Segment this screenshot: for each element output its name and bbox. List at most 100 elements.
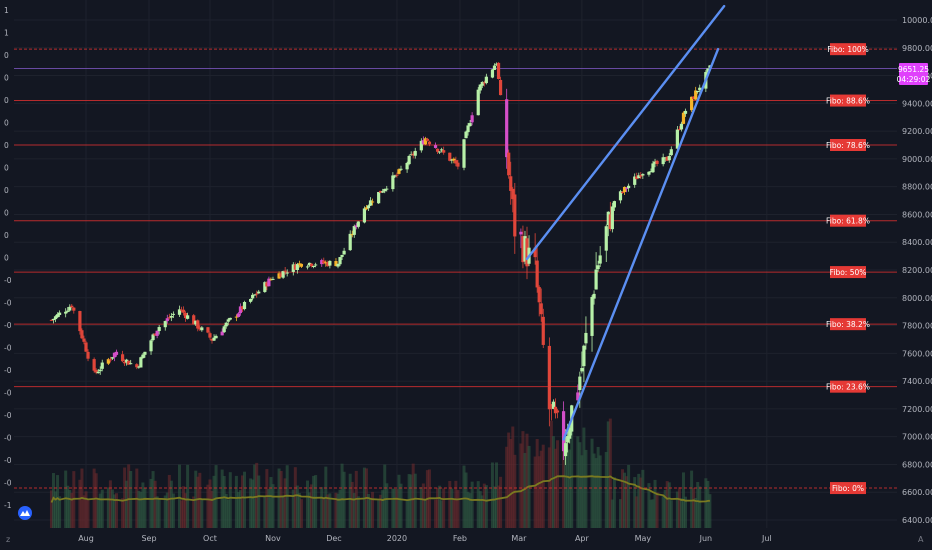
candle — [326, 262, 330, 267]
candle — [309, 263, 314, 267]
volume-bar — [505, 446, 509, 528]
time-axis[interactable]: Aug Sep Oct Nov Dec 2020 Feb Mar Apr May Jun Jul — [78, 534, 771, 543]
x-tick-label: Nov — [265, 534, 281, 543]
candle — [464, 131, 468, 139]
candle — [448, 152, 452, 161]
fibo-label: Fibo: 23.6% — [826, 383, 870, 392]
candle — [533, 247, 537, 258]
candle — [507, 152, 511, 176]
volume-bar — [555, 440, 559, 528]
candle — [305, 266, 310, 268]
candle — [655, 160, 659, 164]
left-axis-label: 0 — [4, 51, 9, 60]
price-tag-bg — [899, 63, 928, 85]
volume-bar — [141, 482, 145, 528]
trendline[interactable] — [525, 4, 726, 261]
candle — [251, 294, 255, 299]
candle — [165, 318, 169, 322]
volume-bar — [655, 492, 659, 528]
x-tick-label: Aug — [78, 534, 94, 543]
candle — [55, 314, 60, 318]
volume-bar — [436, 487, 440, 528]
volume-bar — [391, 488, 395, 528]
candle — [322, 260, 326, 264]
volume-bar — [255, 462, 259, 528]
auto-scale-icon[interactable]: A — [918, 535, 924, 544]
candle — [679, 123, 684, 130]
volume-bar — [165, 492, 169, 528]
candle — [694, 90, 698, 100]
fibo-label-bg — [830, 266, 866, 279]
volume-bar — [125, 480, 129, 528]
price-axis[interactable]: 6400.00 6600.00 6800.00 7000.00 7200.00 7400.… — [902, 16, 932, 525]
logo-badge[interactable] — [18, 506, 32, 520]
volume-bar — [566, 450, 570, 528]
candle — [627, 185, 631, 189]
candle — [397, 169, 401, 174]
candle — [271, 278, 275, 280]
y-tick-label: 6600.00 — [902, 488, 932, 497]
candle — [590, 297, 594, 336]
candle — [139, 357, 143, 368]
candle — [470, 115, 474, 123]
candle — [706, 68, 710, 73]
candle — [399, 168, 403, 170]
tv-logo-icon[interactable] — [18, 506, 32, 520]
left-axis-label: 1 — [4, 29, 9, 38]
left-axis-label: 0 — [4, 141, 9, 150]
candle — [98, 369, 102, 372]
volume-bar — [440, 500, 444, 528]
volume-bar — [371, 491, 375, 528]
x-tick-label: Oct — [203, 534, 217, 543]
volume-bar — [594, 458, 598, 528]
volume-bar — [78, 479, 82, 528]
candle — [86, 351, 90, 359]
y-tick-label: 7800.00 — [902, 322, 932, 331]
timezone-icon[interactable]: z — [6, 535, 10, 544]
candle — [84, 342, 88, 352]
volume-bar — [139, 491, 143, 528]
y-tick-label: 9800.00 — [902, 44, 932, 53]
volume-bar — [285, 465, 289, 528]
candle — [198, 327, 202, 330]
left-axis-label: 0 — [4, 254, 9, 263]
candle — [653, 161, 657, 164]
fibo-label: Fibo: 61.8% — [826, 217, 870, 226]
candle — [647, 171, 651, 175]
candle — [521, 236, 525, 263]
volume-bar — [100, 489, 104, 528]
candle — [555, 410, 560, 413]
volume-bar — [267, 488, 271, 528]
candle — [456, 162, 460, 167]
candle — [234, 316, 238, 318]
volume-bar — [121, 498, 125, 528]
candle — [352, 226, 356, 235]
volume-bar — [224, 493, 228, 528]
volume-bar — [669, 500, 673, 528]
trendline[interactable] — [562, 47, 720, 441]
volume-bar — [651, 499, 655, 528]
volume-bar — [454, 480, 458, 528]
candle — [395, 174, 399, 176]
y-tick-label: 9400.00 — [902, 99, 932, 108]
candle — [442, 150, 446, 153]
tv-logo-glyph-icon — [20, 510, 30, 516]
candle — [494, 63, 499, 65]
candle — [535, 260, 539, 288]
wedge-lines[interactable] — [525, 4, 726, 441]
candle — [220, 331, 224, 336]
candle — [549, 404, 553, 406]
candle — [177, 309, 182, 315]
volume-bar — [539, 450, 543, 528]
candle — [675, 129, 679, 149]
candle — [123, 362, 127, 364]
candle — [482, 82, 486, 84]
candle — [354, 225, 358, 228]
volume-bar — [328, 493, 332, 528]
fibo-labels: Fibo: 100% Fibo: 88.6% Fibo: 78.6% Fibo: 61… — [826, 43, 870, 495]
candle — [336, 263, 340, 267]
candle — [51, 318, 56, 321]
candle — [269, 279, 273, 281]
volume-bar — [421, 483, 425, 528]
